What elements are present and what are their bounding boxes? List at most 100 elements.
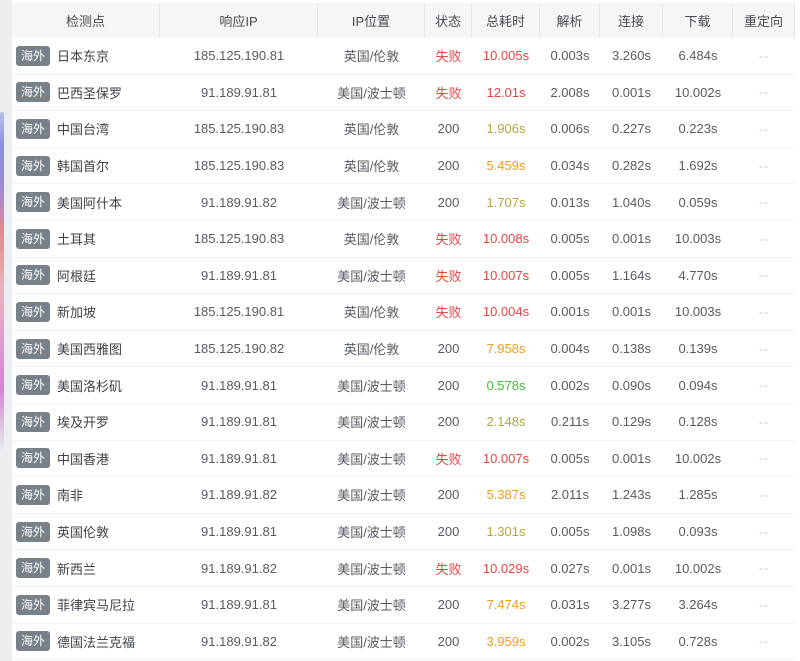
column-header-resolve: 解析 [540, 3, 600, 38]
download-time-cell: 10.002s [674, 450, 722, 466]
total-time-cell: 1.301s [486, 524, 526, 540]
node-cell: 海外 埃及开罗 [12, 404, 160, 440]
redirect-cell: -- [759, 231, 769, 246]
node-cell: 海外 南非 [12, 477, 160, 513]
node-name: 美国阿什本 [57, 195, 123, 211]
overseas-badge: 海外 [16, 265, 51, 286]
resolve-time-cell: 2.011s [550, 487, 590, 503]
node-cell: 海外 英国伦敦 [12, 514, 160, 550]
total-time-cell: 7.958s [486, 341, 526, 357]
overseas-badge: 海外 [16, 484, 51, 505]
download-time-cell: 6.484s [678, 48, 718, 64]
location-cell: 美国/波士顿 [337, 268, 406, 284]
ip-cell: 185.125.190.83 [193, 158, 285, 174]
resolve-time-cell: 0.001s [550, 304, 590, 320]
table-row: 海外 菲律宾马尼拉 91.189.91.81 美国/波士顿 200 7.474s… [12, 587, 795, 624]
node-cell: 海外 新西兰 [12, 550, 160, 586]
table-row: 海外 韩国首尔 185.125.190.83 英国/伦敦 200 5.459s … [12, 148, 795, 185]
table-row: 海外 新西兰 91.189.91.82 美国/波士顿 失败 10.029s 0.… [12, 550, 795, 587]
resolve-time-cell: 0.004s [550, 341, 590, 357]
resolve-time-cell: 2.008s [550, 84, 590, 100]
connect-time-cell: 1.098s [611, 524, 652, 540]
total-time-cell: 7.474s [486, 597, 526, 613]
node-cell: 海外 美国西雅图 [12, 331, 160, 367]
location-cell: 英国/伦敦 [343, 122, 400, 138]
location-cell: 英国/伦敦 [343, 342, 400, 358]
download-time-cell: 10.003s [674, 231, 722, 247]
overseas-badge: 海外 [16, 118, 51, 139]
total-time-cell: 5.459s [486, 158, 526, 174]
resolve-time-cell: 0.005s [550, 524, 590, 540]
resolve-time-cell: 0.006s [550, 121, 590, 137]
column-header-node: 检测点 [12, 3, 160, 38]
overseas-badge: 海外 [16, 82, 51, 103]
node-name: 菲律宾马尼拉 [57, 598, 136, 614]
node-name: 韩国首尔 [57, 159, 110, 175]
overseas-badge: 海外 [16, 594, 51, 615]
node-name: 美国西雅图 [57, 342, 123, 358]
column-header-total: 总耗时 [472, 3, 540, 38]
location-cell: 美国/波士顿 [337, 451, 406, 467]
resolve-time-cell: 0.013s [550, 194, 590, 210]
table-row: 海外 美国洛杉矶 91.189.91.81 美国/波士顿 200 0.578s … [12, 367, 795, 404]
location-cell: 美国/波士顿 [337, 378, 406, 394]
redirect-cell: -- [759, 158, 769, 173]
table-row: 海外 阿根廷 91.189.91.81 美国/波士顿 失败 10.007s 0.… [12, 258, 795, 295]
ip-cell: 185.125.190.83 [193, 231, 285, 247]
redirect-cell: -- [759, 524, 769, 539]
redirect-cell: -- [759, 634, 769, 649]
total-time-cell: 10.008s [482, 231, 530, 247]
overseas-badge: 海外 [16, 375, 51, 396]
location-cell: 美国/波士顿 [337, 634, 406, 650]
total-time-cell: 1.707s [486, 194, 526, 210]
node-name: 土耳其 [57, 232, 97, 248]
ip-cell: 91.189.91.81 [201, 267, 277, 283]
location-cell: 美国/波士顿 [337, 525, 406, 541]
connect-time-cell: 1.040s [611, 194, 652, 210]
location-cell: 美国/波士顿 [337, 195, 406, 211]
node-name: 德国法兰克福 [57, 634, 136, 650]
status-cell: 200 [437, 194, 460, 210]
resolve-time-cell: 0.005s [550, 231, 590, 247]
overseas-badge: 海外 [16, 192, 51, 213]
table-row: 海外 南非 91.189.91.82 美国/波士顿 200 5.387s 2.0… [12, 477, 795, 514]
download-time-cell: 1.285s [678, 487, 718, 503]
node-name: 巴西圣保罗 [57, 85, 123, 101]
status-cell: 200 [437, 633, 460, 649]
overseas-badge: 海外 [16, 228, 51, 249]
download-time-cell: 3.264s [678, 597, 718, 613]
redirect-cell: -- [759, 304, 769, 319]
download-time-cell: 0.139s [678, 341, 718, 357]
redirect-cell: -- [759, 487, 769, 502]
ip-cell: 91.189.91.81 [201, 414, 277, 430]
ip-cell: 91.189.91.82 [201, 194, 277, 210]
download-time-cell: 4.770s [678, 267, 718, 283]
redirect-cell: -- [759, 378, 769, 393]
ip-cell: 91.189.91.81 [201, 377, 277, 393]
total-time-cell: 0.578s [486, 377, 526, 393]
total-time-cell: 10.005s [482, 48, 530, 64]
node-cell: 海外 土耳其 [12, 221, 160, 257]
resolve-time-cell: 0.003s [550, 48, 590, 64]
overseas-badge: 海外 [16, 521, 51, 542]
ip-cell: 91.189.91.82 [201, 560, 277, 576]
node-cell: 海外 巴西圣保罗 [12, 75, 160, 111]
table-row: 海外 美国阿什本 91.189.91.82 美国/波士顿 200 1.707s … [12, 184, 795, 221]
status-cell: 失败 [435, 85, 462, 101]
ip-cell: 91.189.91.81 [201, 597, 277, 613]
redirect-cell: -- [759, 414, 769, 429]
status-cell: 失败 [435, 232, 462, 248]
table-row: 海外 德国法兰克福 91.189.91.82 美国/波士顿 200 3.959s… [12, 624, 795, 661]
connect-time-cell: 0.001s [611, 231, 652, 247]
status-cell: 失败 [435, 49, 462, 65]
column-header-location: IP位置 [318, 3, 425, 38]
ip-cell: 91.189.91.81 [201, 450, 277, 466]
ip-cell: 91.189.91.81 [201, 84, 277, 100]
status-cell: 200 [437, 377, 460, 393]
node-cell: 海外 菲律宾马尼拉 [12, 587, 160, 623]
status-cell: 200 [437, 158, 460, 174]
download-time-cell: 0.059s [678, 194, 718, 210]
connect-time-cell: 3.105s [611, 633, 652, 649]
location-cell: 英国/伦敦 [343, 159, 400, 175]
